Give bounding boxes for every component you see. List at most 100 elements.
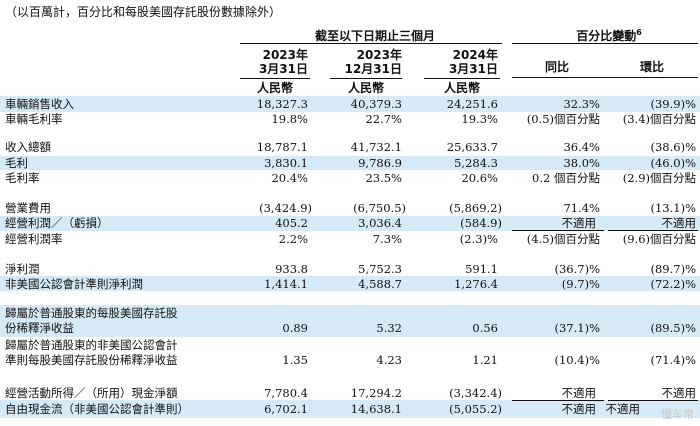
value-yoy: 不適用: [561, 216, 597, 230]
col-header-date: 12月31日: [344, 62, 402, 76]
value-q4-2023: 14,638.1: [350, 402, 402, 416]
row-label: 毛利率: [5, 171, 40, 185]
row-label-line: 歸屬於普通股東的非美國公認會計: [5, 338, 178, 352]
shade-band: [0, 96, 700, 112]
table-row: 淨利潤 933.8 5,752.3 591.1 (36.7)% (89.7)%: [0, 262, 700, 277]
col-header-q4-2023: 2023年 12月31日: [326, 48, 402, 76]
table-row: 經營利潤率 2.2% 7.3% (2.3)% (4.5)個百分點 (9.6)個百…: [0, 232, 700, 247]
value-q1-2024: 5,284.3: [454, 156, 498, 170]
value-q1-2023: 2.2%: [278, 232, 308, 246]
value-q1-2023: 18,787.1: [256, 140, 308, 154]
value-q1-2024: 24,251.6: [446, 97, 498, 111]
row-separator: [512, 400, 604, 401]
row-label: 營業費用: [5, 201, 51, 215]
value-q1-2024: (2.3)%: [459, 232, 498, 246]
value-q4-2023: 40,379.3: [350, 97, 402, 111]
value-q4-2023: 4.23: [376, 353, 402, 367]
watermark: 懂车帝: [661, 408, 694, 421]
value-q4-2023: 22.7%: [365, 112, 402, 126]
value-q1-2023: (3,424.9): [259, 201, 312, 215]
row-label: 毛利: [5, 156, 28, 170]
value-q1-2023: 7,780.4: [264, 386, 308, 400]
table-row: 自由現金流（非美國公認會計準則） 6,702.1 14,638.1 (5,055…: [0, 402, 700, 417]
col-header-date: 3月31日: [448, 62, 498, 76]
value-qoq: 不適用: [605, 402, 641, 416]
value-q1-2023: 3,830.1: [264, 156, 308, 170]
row-separator: [608, 230, 698, 231]
value-qoq: 不適用: [661, 386, 697, 400]
value-q4-2023: 17,294.2: [350, 386, 402, 400]
value-q1-2024: (5,055.2): [449, 402, 502, 416]
value-q1-2024: 1,276.4: [454, 277, 498, 291]
shade-band: [0, 400, 700, 418]
value-q1-2023: 20.4%: [271, 171, 308, 185]
value-q1-2023: 1.35: [282, 353, 308, 367]
value-q1-2024: 1.21: [472, 353, 498, 367]
row-label: 歸屬於普通股東的非美國公認會計 準則每股美國存託股份稀釋淨收益: [5, 338, 178, 368]
value-q1-2023: 0.89: [282, 321, 308, 335]
row-separator: [512, 230, 604, 231]
group-header-period: 截至以下日期止三個月: [250, 27, 500, 44]
value-q4-2023: 41,732.1: [350, 140, 402, 154]
value-q4-2023: 4,588.7: [358, 277, 402, 291]
row-label-line: 準則每股美國存託股份稀釋淨收益: [5, 353, 178, 367]
table-row: 非美國公認會計準則淨利潤 1,414.1 4,588.7 1,276.4 (9.…: [0, 277, 700, 292]
row-label: 車輛毛利率: [5, 112, 63, 126]
group-header-change-label: 百分比變動: [576, 29, 637, 43]
row-label: 淨利潤: [5, 262, 40, 276]
value-qoq: (71.4)%: [650, 353, 696, 367]
table-row: 歸屬於普通股東的每股美國存託股 份稀釋淨收益 0.89 5.32 0.56 (3…: [0, 306, 700, 336]
value-yoy: 不適用: [561, 402, 597, 416]
col-header-date: 3月31日: [258, 62, 308, 76]
value-yoy: 0.2 個百分點: [532, 171, 600, 185]
shade-band: [0, 276, 700, 291]
row-label: 經營活動所得／（所用）現金淨額: [5, 386, 178, 400]
col-header-year: 2024年: [452, 48, 498, 62]
value-qoq: (13.1)%: [650, 201, 696, 215]
row-label: 非美國公認會計準則淨利潤: [5, 277, 143, 291]
currency-label: 人民幣: [330, 78, 402, 96]
value-qoq: (72.2)%: [650, 277, 696, 291]
group-underline-change: [512, 43, 698, 44]
value-q4-2023: 5.32: [376, 321, 402, 335]
value-q1-2024: 591.1: [465, 262, 498, 276]
row-label: 經營利潤／（虧損）: [5, 216, 109, 230]
table-row: 收入總額 18,787.1 41,732.1 25,633.7 36.4% (3…: [0, 140, 700, 155]
currency-label: 人民幣: [240, 78, 310, 96]
value-q1-2023: 6,702.1: [264, 402, 308, 416]
value-yoy: (0.5)個百分點: [526, 112, 600, 126]
group-underline-period: [240, 43, 502, 44]
group-header-change: 百分比變動6: [520, 27, 698, 44]
table-row: 毛利率 20.4% 23.5% 20.6% 0.2 個百分點 (2.9)個百分點: [0, 171, 700, 186]
value-yoy: (37.1)%: [554, 321, 600, 335]
footnote-marker: 6: [636, 28, 642, 37]
table-row: 營業費用 (3,424.9) (6,750.5) (5,869.2) 71.4%…: [0, 201, 700, 216]
value-yoy: (9.7)%: [561, 277, 600, 291]
value-yoy: (4.5)個百分點: [526, 232, 600, 246]
value-q1-2023: 19.8%: [271, 112, 308, 126]
value-q1-2023: 18,327.3: [256, 97, 308, 111]
row-label: 車輛銷售收入: [5, 97, 74, 111]
shade-band: [0, 305, 700, 337]
table-row: 經營利潤／（虧損） 405.2 3,036.4 (584.9) 不適用 不適用: [0, 216, 700, 231]
value-q4-2023: 5,752.3: [358, 262, 402, 276]
value-q1-2024: 19.3%: [461, 112, 498, 126]
col-header-qoq-label: 環比: [639, 60, 664, 74]
value-q1-2024: (584.9): [460, 216, 502, 230]
value-yoy: 32.3%: [563, 97, 600, 111]
value-q1-2024: 20.6%: [461, 171, 498, 185]
value-qoq: (38.6)%: [650, 140, 696, 154]
value-yoy: 36.4%: [563, 140, 600, 154]
value-q1-2024: (3,342.4): [449, 386, 502, 400]
table-row: 車輛銷售收入 18,327.3 40,379.3 24,251.6 32.3% …: [0, 97, 700, 112]
value-q1-2024: (5,869.2): [449, 201, 502, 215]
value-q1-2023: 1,414.1: [264, 277, 308, 291]
row-label: 自由現金流（非美國公認會計準則）: [5, 402, 189, 416]
col-header-q1-2024: 2024年 3月31日: [420, 48, 498, 76]
col-header-year: 2023年: [262, 48, 308, 62]
value-qoq: (89.7)%: [650, 262, 696, 276]
value-qoq: (2.9)個百分點: [622, 171, 696, 185]
value-q4-2023: 3,036.4: [358, 216, 402, 230]
col-header-q1-2023: 2023年 3月31日: [236, 48, 308, 76]
value-q1-2023: 405.2: [275, 216, 308, 230]
